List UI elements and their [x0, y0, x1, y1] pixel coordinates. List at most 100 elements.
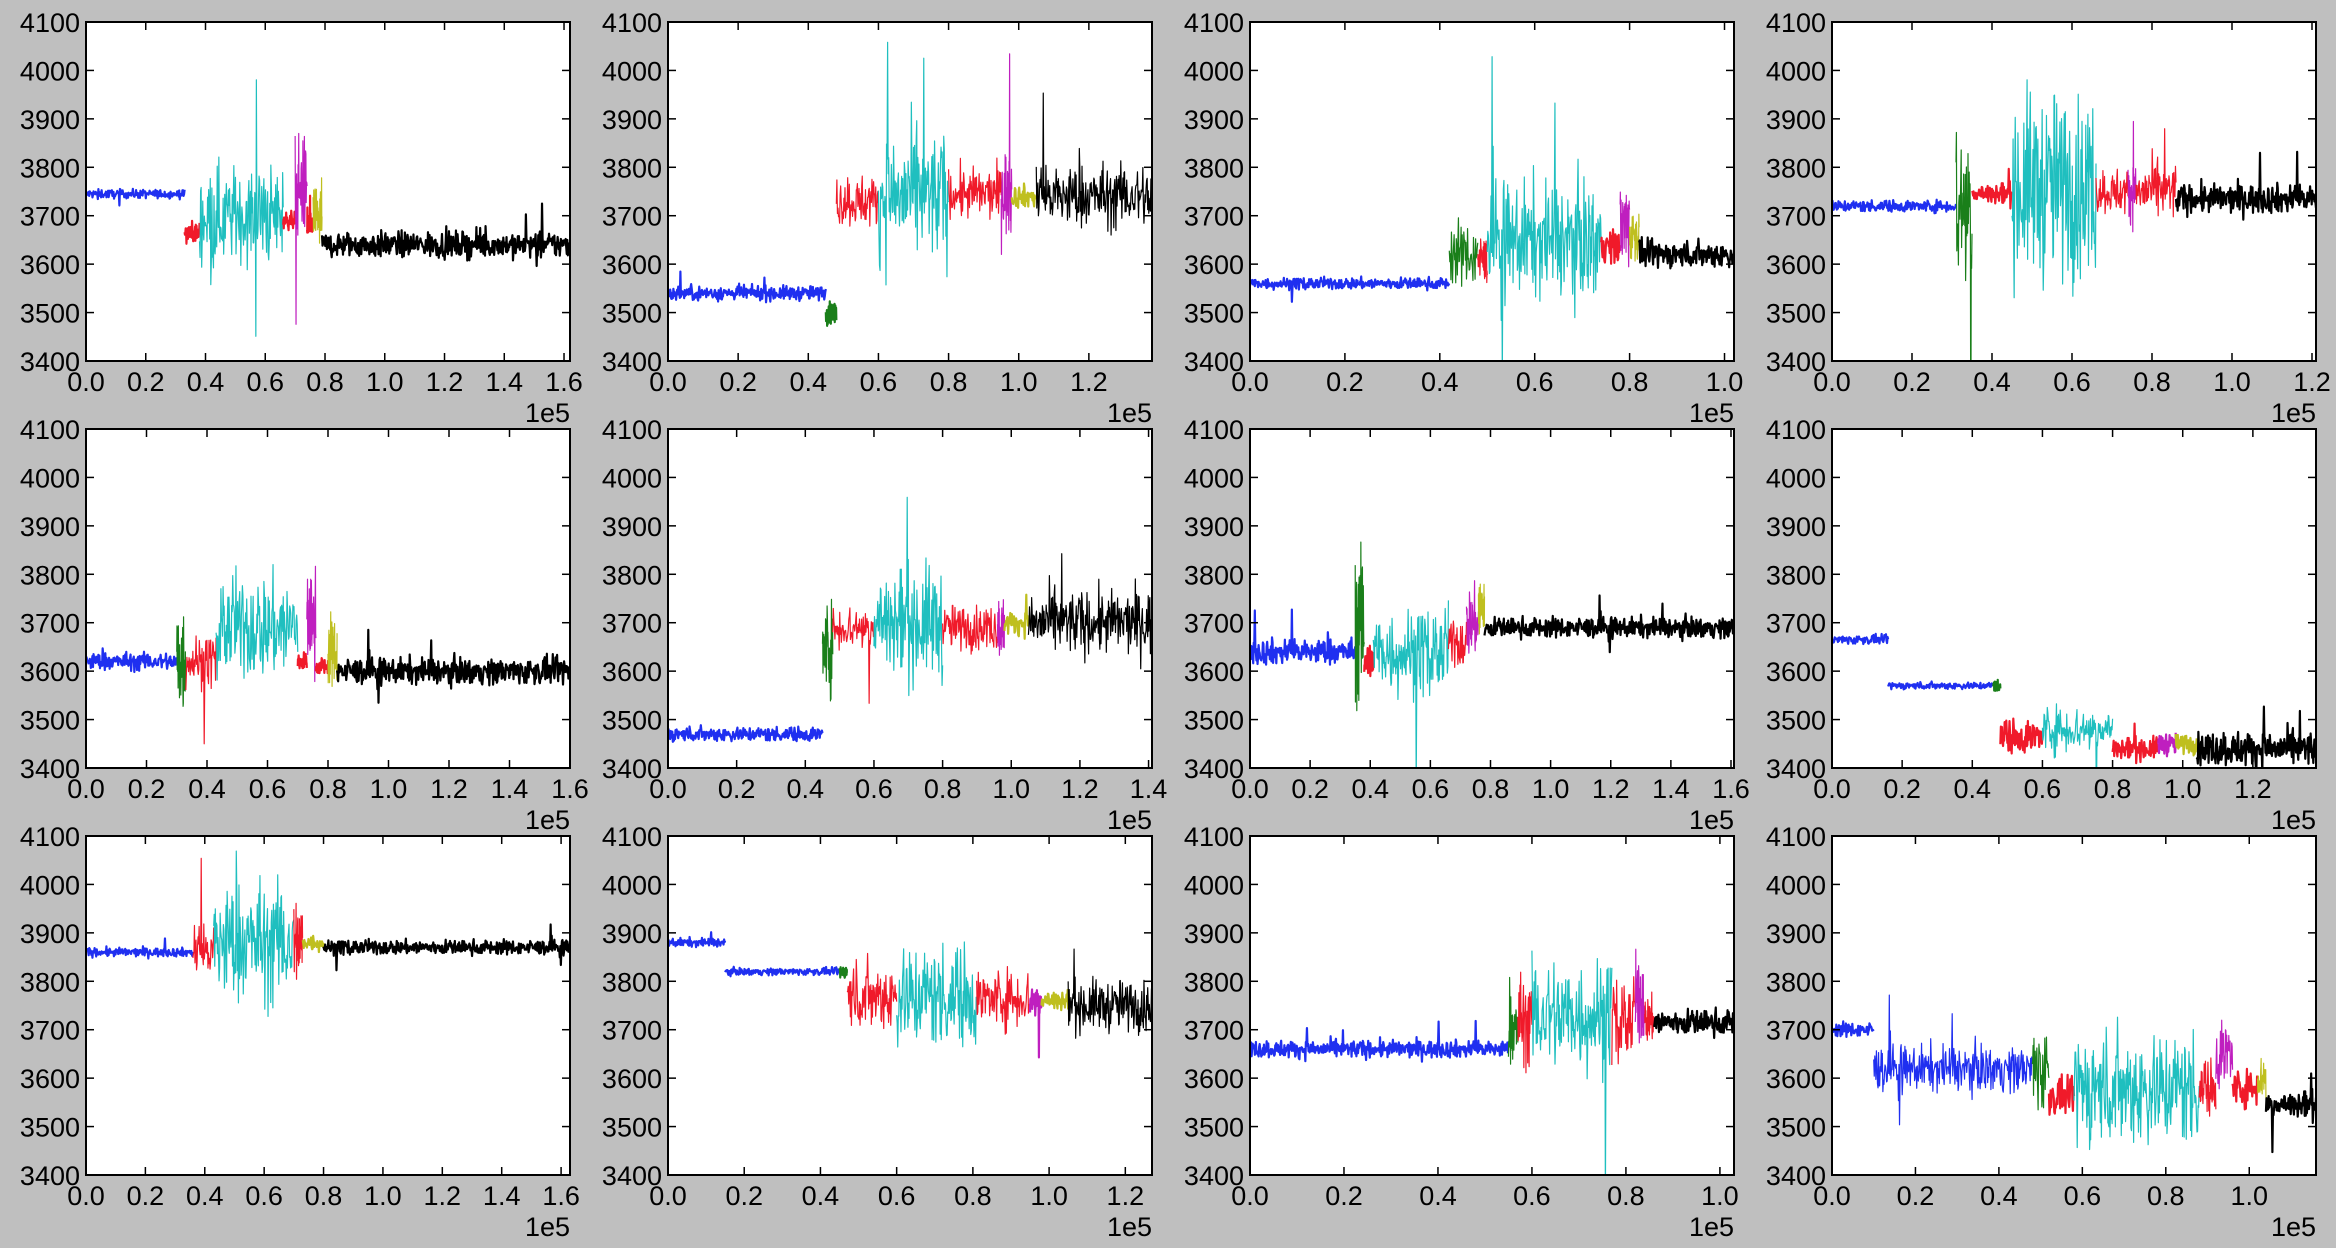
subplot-7: 3400 3500 3600 3700 3800 3900 4000 4100 0.0 0.2 0.… — [1184, 415, 1750, 835]
series-yellow-segment-8 — [327, 611, 338, 688]
series-red-segment-2 — [192, 857, 215, 971]
y-tick-label: 3700 — [602, 1016, 662, 1046]
series-yellow-segment-7 — [312, 177, 323, 244]
y-tick-label: 3900 — [20, 512, 80, 542]
x-tick-label: 0.4 — [1419, 1181, 1457, 1211]
series-black-segment-8 — [1483, 594, 1734, 654]
series-black-segment-9 — [2195, 705, 2316, 768]
x-tick-label: 0.0 — [1231, 1181, 1269, 1211]
y-tick-label: 3900 — [20, 105, 80, 135]
x-tick-label: 1.0 — [370, 774, 408, 804]
series-red-segment-6 — [305, 194, 315, 234]
series-red-segment-6 — [2198, 1057, 2217, 1117]
series-black-segment-8 — [1035, 92, 1152, 236]
x-tick-label: 0.6 — [2053, 367, 2091, 397]
x-tick-label: 0.2 — [1883, 774, 1921, 804]
y-tick-label: 4100 — [1184, 415, 1244, 445]
y-tick-label: 4100 — [1766, 8, 1826, 38]
series-blue-segment-1 — [1832, 198, 1958, 215]
x-tick-label: 0.0 — [1813, 1181, 1851, 1211]
x-tick-label: 1.2 — [2293, 367, 2331, 397]
y-tick-label: 3800 — [20, 153, 80, 183]
x-tick-label: 1.0 — [366, 367, 404, 397]
x-tick-label: 0.8 — [930, 367, 968, 397]
series-magenta-segment-6 — [1000, 53, 1013, 255]
series-magenta-segment-6 — [996, 599, 1005, 656]
series-red-segment-7 — [1644, 991, 1655, 1041]
x-tick-label: 0.2 — [1893, 367, 1931, 397]
x-tick-label: 1.2 — [424, 1181, 462, 1211]
x-tick-label: 0.4 — [802, 1181, 840, 1211]
x-tick-label: 0.6 — [1516, 367, 1554, 397]
y-tick-label: 4100 — [20, 822, 80, 852]
subplot-1: 3400 3500 3600 3700 3800 3900 4000 4100 0.0 0.2 0.… — [20, 8, 583, 428]
x-tick-label: 0.4 — [787, 774, 825, 804]
plot-frame — [1831, 428, 2317, 769]
series-magenta-segment-7 — [1028, 988, 1043, 1059]
y-tick-label: 3900 — [1184, 105, 1244, 135]
subplot-9: 3400 3500 3600 3700 3800 3900 4000 4100 0.0 0.2 0.… — [20, 822, 580, 1242]
series-group — [668, 496, 1152, 743]
series-magenta-segment-6 — [306, 565, 317, 683]
series-red-segment-7 — [2135, 128, 2177, 218]
y-tick-label: 4000 — [20, 870, 80, 900]
x-tick-label: 0.2 — [127, 1181, 165, 1211]
series-yellow-segment-7 — [1629, 213, 1640, 262]
series-cyan-segment-3 — [213, 850, 295, 1018]
series-black-segment-8 — [1638, 235, 1734, 270]
series-red-segment-5 — [2095, 168, 2129, 215]
y-tick-label: 4000 — [602, 56, 662, 86]
series-red-segment-5 — [942, 604, 999, 655]
series-cyan-segment-5 — [2073, 1016, 2200, 1151]
series-blue-segment-1 — [668, 724, 824, 743]
x-tick-label: 0.6 — [1412, 774, 1450, 804]
x-tick-label: 0.4 — [790, 367, 828, 397]
y-tick-label: 3800 — [1766, 967, 1826, 997]
series-red-segment-6 — [976, 965, 1031, 1035]
y-tick-label: 3500 — [1766, 706, 1826, 736]
y-tick-label: 3400 — [602, 347, 662, 377]
y-tick-label: 3900 — [1184, 512, 1244, 542]
x-exponent-label: 1e5 — [2271, 805, 2316, 835]
y-tick-label: 3800 — [1766, 153, 1826, 183]
y-tick-label: 4000 — [1766, 463, 1826, 493]
series-cyan-segment-5 — [2041, 703, 2114, 768]
y-tick-label: 3900 — [602, 105, 662, 135]
y-tick-label: 3800 — [1184, 153, 1244, 183]
x-tick-label: 0.6 — [1513, 1181, 1551, 1211]
y-tick-label: 3500 — [1184, 706, 1244, 736]
x-tick-label: 0.4 — [1973, 367, 2011, 397]
y-tick-label: 3900 — [20, 919, 80, 949]
series-yellow-segment-7 — [1010, 182, 1037, 209]
series-blue-segment-2 — [1887, 680, 1994, 691]
x-tick-label: 0.0 — [1813, 774, 1851, 804]
plot-frame — [1249, 21, 1735, 362]
x-tick-label: 1.2 — [2234, 774, 2272, 804]
series-red-segment-3 — [835, 175, 880, 227]
series-yellow-segment-7 — [1477, 583, 1486, 635]
series-group — [1250, 541, 1734, 768]
subplot-10: 3400 3500 3600 3700 3800 3900 4000 4100 0.0 0.2 0.… — [602, 822, 1153, 1242]
x-tick-label: 0.0 — [649, 1181, 687, 1211]
plot-frame — [85, 835, 571, 1176]
x-tick-label: 1.0 — [1701, 1181, 1739, 1211]
x-tick-label: 0.0 — [649, 774, 687, 804]
series-green-segment-2 — [824, 300, 838, 327]
series-group — [1832, 79, 2316, 361]
series-red-segment-5 — [1611, 976, 1636, 1066]
series-red-segment-3 — [832, 607, 875, 704]
y-tick-label: 3600 — [1184, 657, 1244, 687]
y-tick-label: 3500 — [1184, 1113, 1244, 1143]
series-blue-segment-1 — [1250, 608, 1357, 666]
series-blue-segment-1 — [1250, 1019, 1510, 1063]
x-tick-label: 0.6 — [245, 1181, 283, 1211]
y-tick-label: 3700 — [1766, 609, 1826, 639]
y-tick-label: 3700 — [20, 609, 80, 639]
series-cyan-segment-4 — [215, 564, 299, 681]
y-tick-label: 3500 — [1184, 299, 1244, 329]
series-green-segment-2 — [1448, 217, 1479, 287]
series-cyan-segment-3 — [198, 79, 284, 337]
y-tick-label: 4000 — [602, 870, 662, 900]
x-tick-label: 0.8 — [1611, 367, 1649, 397]
series-group — [86, 79, 570, 337]
